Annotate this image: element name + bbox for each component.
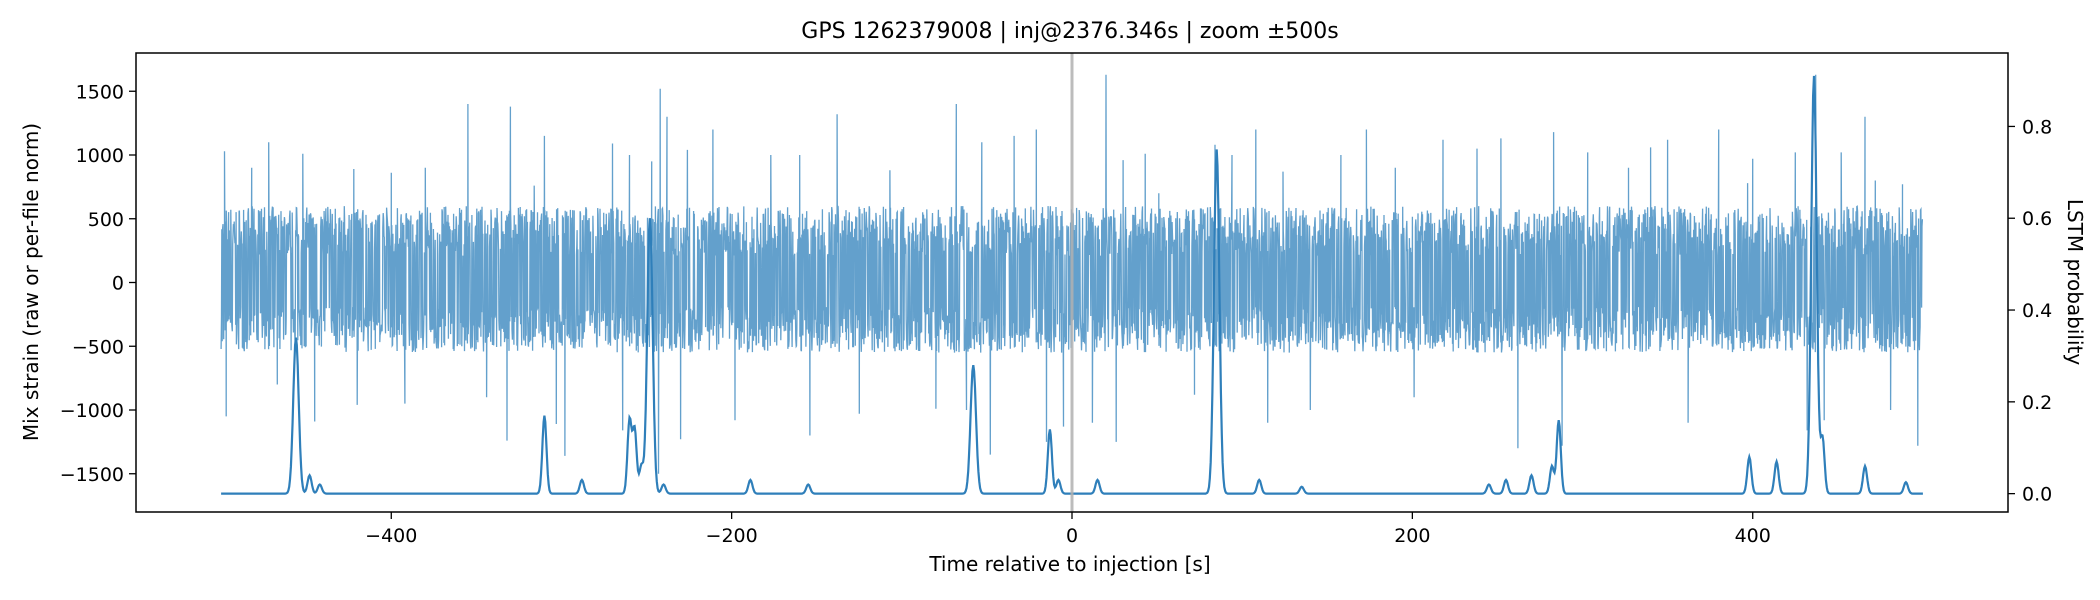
y-right-tick-label: 0.6 xyxy=(2022,208,2052,230)
y-left-tick-label: 1000 xyxy=(76,145,124,167)
y-left-tick-label: −1000 xyxy=(60,400,124,422)
y-axis-left-label: Mix strain (raw or per-file norm) xyxy=(19,123,43,441)
y-right-tick-label: 0.4 xyxy=(2022,300,2052,322)
y-right-tick-label: 0.8 xyxy=(2022,116,2052,138)
y-right-tick-label: 0.0 xyxy=(2022,484,2052,506)
x-axis: −400 −200 0 200 400 xyxy=(365,512,1771,547)
x-tick-label: −400 xyxy=(365,525,417,547)
y-left-tick-label: −500 xyxy=(72,336,124,358)
plot-area xyxy=(135,52,2009,513)
y-left-tick-label: 1500 xyxy=(76,81,124,103)
x-axis-label: Time relative to injection [s] xyxy=(928,552,1210,576)
y-right-tick-label: 0.2 xyxy=(2022,392,2052,414)
x-tick-label: 400 xyxy=(1735,525,1771,547)
x-tick-label: 0 xyxy=(1066,525,1078,547)
x-tick-label: −200 xyxy=(706,525,758,547)
y-axis-right: 0.0 0.2 0.4 0.6 0.8 xyxy=(2008,116,2052,506)
y-left-tick-label: 500 xyxy=(88,209,124,231)
y-left-tick-label: 0 xyxy=(112,273,124,295)
y-left-tick-label: −1500 xyxy=(60,464,124,486)
x-tick-label: 200 xyxy=(1394,525,1430,547)
chart-title: GPS 1262379008 | inj@2376.346s | zoom ±5… xyxy=(801,19,1338,44)
y-axis-right-label: LSTM probability xyxy=(2063,199,2087,366)
y-axis-left: −1500 −1000 −500 0 500 1000 1500 xyxy=(60,81,136,486)
